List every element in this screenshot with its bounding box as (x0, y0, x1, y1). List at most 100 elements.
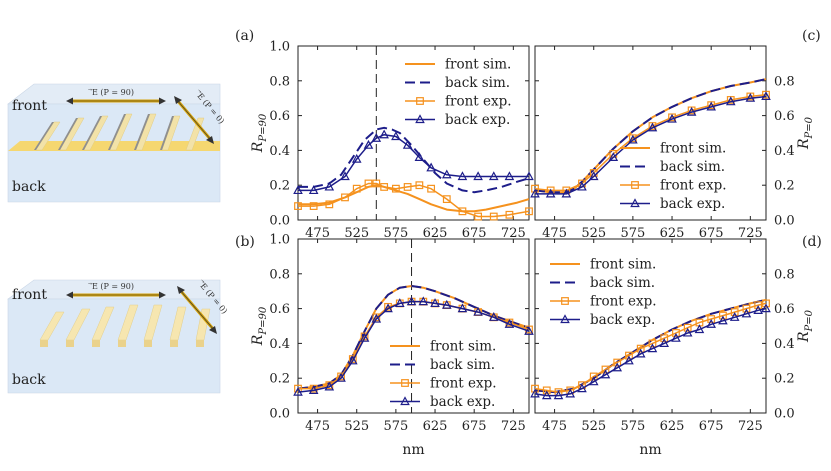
front-label: front (12, 287, 47, 303)
y-tick-label: 0.8 (774, 74, 795, 89)
data-point-triangle (761, 91, 771, 101)
data-point-triangle (391, 131, 401, 141)
x-tick-label: 525 (581, 226, 606, 241)
legend-label: front exp. (445, 94, 512, 110)
e-field-arrow-diagonal (177, 286, 217, 334)
data-point-triangle (706, 319, 716, 328)
legend-label: back exp. (590, 312, 655, 328)
data-point-square (489, 212, 498, 221)
substrate-block (7, 298, 221, 394)
substrate-block (7, 103, 221, 203)
data-point-triangle (725, 96, 736, 106)
e-field-arrow-diagonal (174, 96, 214, 144)
data-point-square (542, 386, 551, 395)
data-point-triangle (560, 314, 570, 324)
data-point-square (352, 184, 361, 193)
data-point-triangle (504, 319, 515, 328)
legend-label: back sim. (445, 75, 510, 91)
data-point-triangle (473, 171, 483, 181)
x-axis-label: nm (402, 442, 424, 458)
y-tick-label: 0.2 (269, 179, 290, 194)
data-point-triangle (371, 132, 382, 142)
y-tick-label: 0.8 (269, 267, 290, 282)
data-point-square (762, 299, 770, 308)
data-point-triangle (340, 171, 350, 181)
data-point-triangle (430, 298, 440, 307)
y-axis-label-main: R (796, 138, 812, 150)
data-point-square (401, 379, 409, 387)
data-point-triangle (608, 152, 619, 161)
data-point-triangle (647, 343, 658, 353)
data-point-square (601, 365, 610, 374)
legend-label: back exp. (660, 196, 725, 212)
data-point-square (380, 183, 389, 191)
y-tick-label: 0.8 (774, 267, 795, 282)
data-point-triangle (488, 171, 499, 181)
panel-label: (c) (802, 28, 821, 44)
gold-bars (39, 304, 211, 347)
legend-label: front sim. (590, 257, 656, 273)
chart-panel-c: 475 525 575 625 675 725 0.0 0.2 0.4 0.6 0.8 front s… (530, 28, 821, 241)
x-tick-label: 475 (305, 419, 330, 434)
y-tick-label: 0.2 (269, 372, 290, 387)
y-axis-label-main: R (250, 334, 266, 346)
y-axis-label: RP=90 (250, 306, 269, 346)
x-tick-label: 725 (501, 419, 526, 434)
data-point-triangle (351, 153, 362, 163)
data-point-triangle (308, 185, 319, 195)
data-point-square (505, 210, 514, 219)
data-point-square (625, 351, 633, 360)
data-point-triangle (457, 303, 468, 313)
y-tick-label: 1.0 (269, 233, 290, 248)
y-axis-label: RP=0 (796, 309, 815, 343)
data-point-triangle (524, 325, 534, 335)
x-tick-label: 525 (344, 226, 369, 241)
data-point-square (707, 315, 716, 323)
data-point-triangle (541, 390, 552, 400)
data-point-square (589, 372, 598, 381)
data-point-triangle (600, 369, 611, 379)
panel-label: (d) (802, 234, 822, 250)
x-tick-label: 625 (423, 226, 448, 241)
data-point-square (525, 207, 533, 216)
y-tick-label: 0.8 (269, 74, 290, 89)
legend-label: back sim. (430, 357, 495, 373)
x-tick-label: 625 (660, 226, 685, 241)
gold-ridges (34, 113, 205, 151)
legend-label: back exp. (430, 394, 495, 410)
data-point-square (754, 301, 763, 310)
y-tick-label: 0.0 (774, 407, 795, 422)
data-point-triangle (400, 396, 410, 406)
data-point-triangle (293, 386, 303, 396)
data-point-triangle (545, 188, 556, 198)
y-tick-label: 0.4 (269, 337, 290, 352)
panel-label: (a) (235, 28, 254, 44)
data-point-triangle (565, 388, 576, 398)
data-point-square (648, 339, 657, 348)
series-line-front-exp (298, 182, 529, 218)
y-tick-label: 0.4 (774, 337, 795, 352)
data-point-triangle (667, 113, 677, 123)
data-point-square (391, 184, 400, 193)
back-label: back (12, 372, 46, 388)
y-tick-label: 0.0 (774, 214, 795, 229)
y-axis-label-subscript: P=0 (804, 116, 815, 139)
x-tick-label: 575 (620, 226, 645, 241)
data-point-triangle (441, 299, 452, 309)
x-tick-label: 475 (542, 226, 567, 241)
data-point-triangle (577, 181, 587, 191)
x-tick-label: 725 (501, 226, 526, 241)
legend-label: front exp. (660, 178, 727, 194)
y-tick-label: 0.2 (774, 179, 795, 194)
legend-label: back sim. (590, 275, 655, 291)
y-axis-label-subscript: P=0 (804, 309, 815, 332)
data-point-triangle (418, 296, 429, 306)
data-point-triangle (694, 324, 705, 334)
data-point-square (364, 179, 373, 188)
y-tick-label: 0.6 (269, 302, 290, 317)
y-tick-label: 0.0 (269, 214, 290, 229)
data-point-square (403, 183, 412, 191)
data-point-square (742, 304, 751, 313)
data-point-triangle (745, 92, 756, 102)
